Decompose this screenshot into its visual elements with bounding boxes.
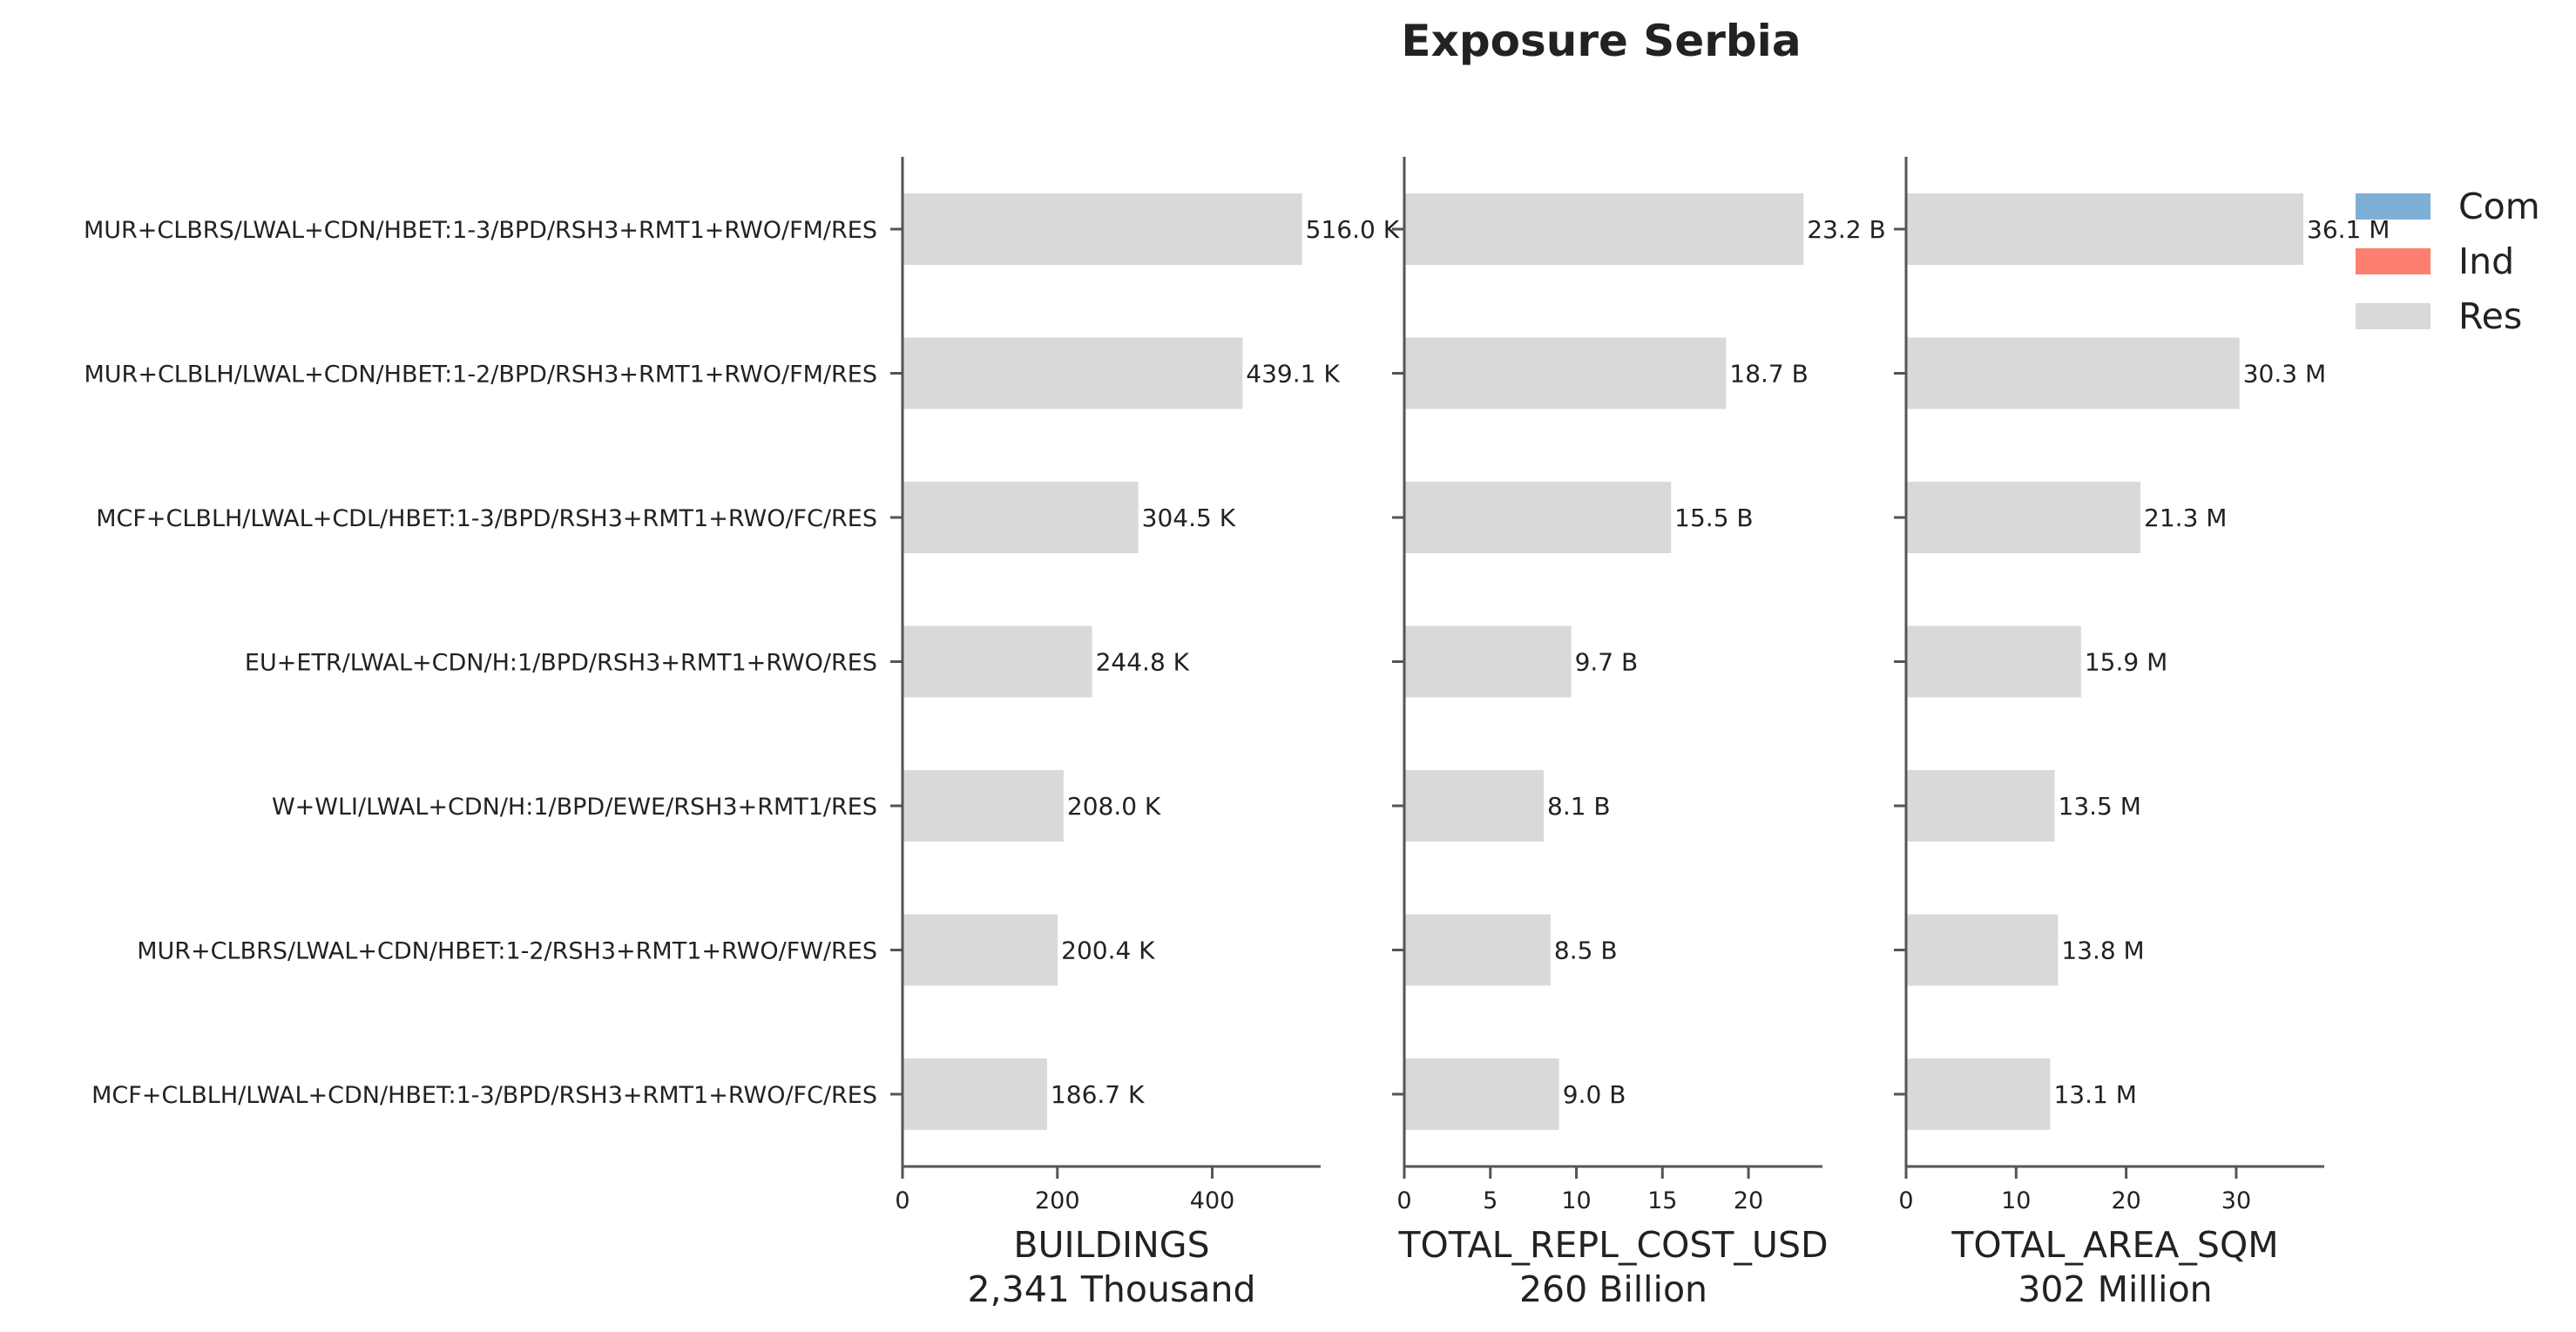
bar bbox=[903, 482, 1139, 553]
x-tick-label: 30 bbox=[2221, 1187, 2251, 1214]
x-axis-label: BUILDINGS bbox=[1013, 1224, 1209, 1266]
x-axis-label: TOTAL_REPL_COST_USD bbox=[1397, 1224, 1828, 1266]
data-label: 13.8 M bbox=[2061, 936, 2144, 965]
panel-2: 23.2 B 18.7 B 15.5 B 9.7 B 8.1 B 8.5 B 9.0 B 0 5… bbox=[1392, 157, 1886, 1310]
category-label: W+WLI/LWAL+CDN/H:1/BPD/EWE/RSH3+RMT1/RES bbox=[272, 794, 877, 821]
legend-swatch bbox=[2356, 303, 2431, 329]
x-tick-label: 10 bbox=[1561, 1187, 1591, 1214]
bar bbox=[1404, 1058, 1559, 1130]
bar bbox=[1906, 1058, 2051, 1130]
data-label: 200.4 K bbox=[1061, 936, 1155, 965]
data-label: 36.1 M bbox=[2307, 215, 2390, 244]
x-tick-label: 15 bbox=[1647, 1187, 1677, 1214]
x-tick-label: 5 bbox=[1483, 1187, 1498, 1214]
bar bbox=[903, 914, 1058, 986]
data-label: 208.0 K bbox=[1067, 792, 1161, 821]
bar bbox=[1404, 625, 1572, 698]
bar bbox=[1906, 770, 2055, 842]
x-tick-label: 0 bbox=[895, 1187, 909, 1214]
data-label: 304.5 K bbox=[1142, 504, 1236, 532]
x-axis-subtitle: 302 Million bbox=[2018, 1268, 2212, 1310]
bar bbox=[903, 1058, 1047, 1130]
chart-legend: Com Ind Res bbox=[2356, 186, 2540, 337]
x-tick-label: 20 bbox=[1734, 1187, 1763, 1214]
bar bbox=[1404, 914, 1551, 986]
chart-panels: 516.0 K 439.1 K 304.5 K 244.8 K 208.0 K 200.4… bbox=[890, 157, 2390, 1310]
bar bbox=[1404, 193, 1804, 265]
x-tick-label: 0 bbox=[1898, 1187, 1913, 1214]
data-label: 8.5 B bbox=[1554, 936, 1618, 965]
bar bbox=[1906, 625, 2081, 698]
category-label: MCF+CLBLH/LWAL+CDN/HBET:1-3/BPD/RSH3+RMT… bbox=[91, 1082, 877, 1109]
bar bbox=[903, 625, 1092, 698]
data-label: 13.5 M bbox=[2059, 792, 2141, 821]
data-label: 23.2 B bbox=[1807, 215, 1885, 244]
category-label: MCF+CLBLH/LWAL+CDL/HBET:1-3/BPD/RSH3+RMT… bbox=[96, 505, 877, 532]
x-tick-label: 10 bbox=[2001, 1187, 2031, 1214]
x-axis-subtitle: 260 Billion bbox=[1519, 1268, 1707, 1310]
data-label: 21.3 M bbox=[2144, 504, 2227, 532]
x-tick-label: 200 bbox=[1035, 1187, 1080, 1214]
category-label: EU+ETR/LWAL+CDN/H:1/BPD/RSH3+RMT1+RWO/RE… bbox=[245, 650, 877, 677]
chart-title: Exposure Serbia bbox=[1401, 16, 1801, 66]
data-label: 186.7 K bbox=[1051, 1080, 1145, 1109]
bar bbox=[903, 193, 1302, 265]
x-tick-label: 20 bbox=[2111, 1187, 2140, 1214]
bar bbox=[1404, 770, 1544, 842]
legend-label: Com bbox=[2458, 186, 2540, 227]
x-tick-label: 400 bbox=[1190, 1187, 1235, 1214]
bar bbox=[1906, 914, 2059, 986]
data-label: 15.5 B bbox=[1674, 504, 1753, 532]
data-label: 9.7 B bbox=[1575, 648, 1639, 677]
bar bbox=[1906, 193, 2303, 265]
bar bbox=[1404, 482, 1672, 553]
bar bbox=[903, 337, 1243, 409]
category-label: MUR+CLBRS/LWAL+CDN/HBET:1-2/RSH3+RMT1+RW… bbox=[137, 938, 877, 965]
data-label: 439.1 K bbox=[1246, 360, 1340, 389]
bar bbox=[1906, 482, 2141, 553]
data-label: 9.0 B bbox=[1563, 1080, 1626, 1109]
x-tick-label: 0 bbox=[1396, 1187, 1411, 1214]
bar bbox=[1906, 337, 2240, 409]
legend-swatch bbox=[2356, 248, 2431, 274]
bar bbox=[903, 770, 1064, 842]
category-label: MUR+CLBRS/LWAL+CDN/HBET:1-3/BPD/RSH3+RMT… bbox=[84, 217, 877, 244]
x-axis-subtitle: 2,341 Thousand bbox=[967, 1268, 1255, 1310]
category-labels: MUR+CLBRS/LWAL+CDN/HBET:1-3/BPD/RSH3+RMT… bbox=[84, 217, 877, 1109]
legend-swatch bbox=[2356, 193, 2431, 220]
legend-label: Ind bbox=[2458, 240, 2514, 282]
data-label: 8.1 B bbox=[1547, 792, 1611, 821]
data-label: 244.8 K bbox=[1096, 648, 1190, 677]
panel-1: 516.0 K 439.1 K 304.5 K 244.8 K 208.0 K 200.4… bbox=[890, 157, 1400, 1310]
bar bbox=[1404, 337, 1727, 409]
data-label: 18.7 B bbox=[1729, 360, 1808, 389]
category-label: MUR+CLBLH/LWAL+CDN/HBET:1-2/BPD/RSH3+RMT… bbox=[85, 362, 878, 389]
data-label: 15.9 M bbox=[2085, 648, 2167, 677]
data-label: 13.1 M bbox=[2053, 1080, 2136, 1109]
x-axis-label: TOTAL_AREA_SQM bbox=[1951, 1224, 2278, 1266]
panel-3: 36.1 M 30.3 M 21.3 M 15.9 M 13.5 M 13.8 M 13.1… bbox=[1894, 157, 2390, 1310]
legend-label: Res bbox=[2458, 295, 2522, 337]
data-label: 516.0 K bbox=[1306, 215, 1400, 244]
data-label: 30.3 M bbox=[2243, 360, 2326, 389]
